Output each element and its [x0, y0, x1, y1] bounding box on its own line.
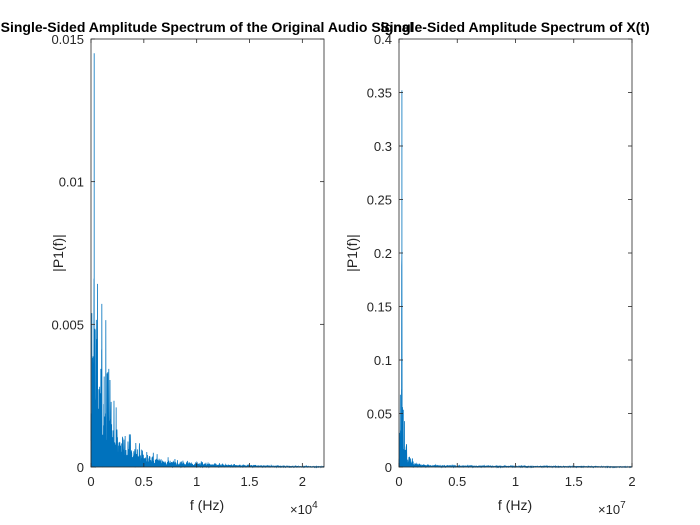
left-subplot: 0 0.5 1 1.5 2 0 0.005 0.01 0.015 f (Hz) |P1(f)|… — [1, 19, 414, 517]
right-x-ticks: 0 0.5 1 1.5 2 — [395, 39, 636, 489]
left-x-exponent-power: 4 — [312, 500, 318, 511]
x-tick-label: 1 — [512, 474, 519, 489]
x-tick-label: 0.5 — [448, 474, 466, 489]
y-tick-label: 0 — [77, 460, 84, 475]
left-x-ticks: 0 0.5 1 1.5 2 — [87, 39, 306, 489]
left-y-ticks: 0 0.005 0.01 0.015 — [51, 32, 324, 475]
y-tick-label: 0.3 — [374, 139, 392, 154]
left-y-axis-label: |P1(f)| — [50, 234, 66, 272]
x-tick-label: 1.5 — [240, 474, 258, 489]
y-tick-label: 0.015 — [51, 32, 84, 47]
x-tick-label: 2 — [628, 474, 635, 489]
right-x-exponent-base: ×10 — [598, 502, 620, 517]
right-chart-title: Single-Sided Amplitude Spectrum of X(t) — [380, 19, 649, 35]
x-tick-label: 0 — [395, 474, 402, 489]
left-axes-background — [91, 39, 324, 467]
left-axes-box — [90, 38, 325, 468]
right-x-exponent-power: 7 — [620, 500, 626, 511]
x-tick-label: 2 — [299, 474, 306, 489]
right-x-axis-label: f (Hz) — [498, 497, 532, 513]
y-tick-label: 0.25 — [367, 193, 392, 208]
y-tick-label: 0.15 — [367, 300, 392, 315]
y-tick-label: 0.01 — [59, 175, 84, 190]
left-x-axis-label: f (Hz) — [190, 497, 224, 513]
x-tick-label: 1 — [193, 474, 200, 489]
left-chart-title: Single-Sided Amplitude Spectrum of the O… — [1, 19, 414, 35]
x-tick-label: 1.5 — [565, 474, 583, 489]
y-tick-label: 0 — [385, 460, 392, 475]
x-tick-label: 0.5 — [135, 474, 153, 489]
x-tick-label: 0 — [87, 474, 94, 489]
y-tick-label: 0.005 — [51, 317, 84, 332]
right-y-ticks: 0 0.05 0.1 0.15 0.2 0.25 0.3 0.35 0.4 — [367, 32, 632, 475]
right-y-axis-label: |P1(f)| — [344, 234, 360, 272]
y-tick-label: 0.35 — [367, 86, 392, 101]
y-tick-label: 0.1 — [374, 353, 392, 368]
left-x-exponent-base: ×10 — [290, 502, 312, 517]
y-tick-label: 0.2 — [374, 246, 392, 261]
left-x-exponent-label: ×104 — [290, 500, 318, 517]
y-tick-label: 0.05 — [367, 407, 392, 422]
right-axes-background — [399, 39, 632, 467]
right-x-exponent-label: ×107 — [598, 500, 626, 517]
right-subplot: 0 0.5 1 1.5 2 00.050.10.150.20.250.30.350.4 … — [344, 19, 650, 517]
y-tick-label: 0.4 — [374, 32, 392, 47]
